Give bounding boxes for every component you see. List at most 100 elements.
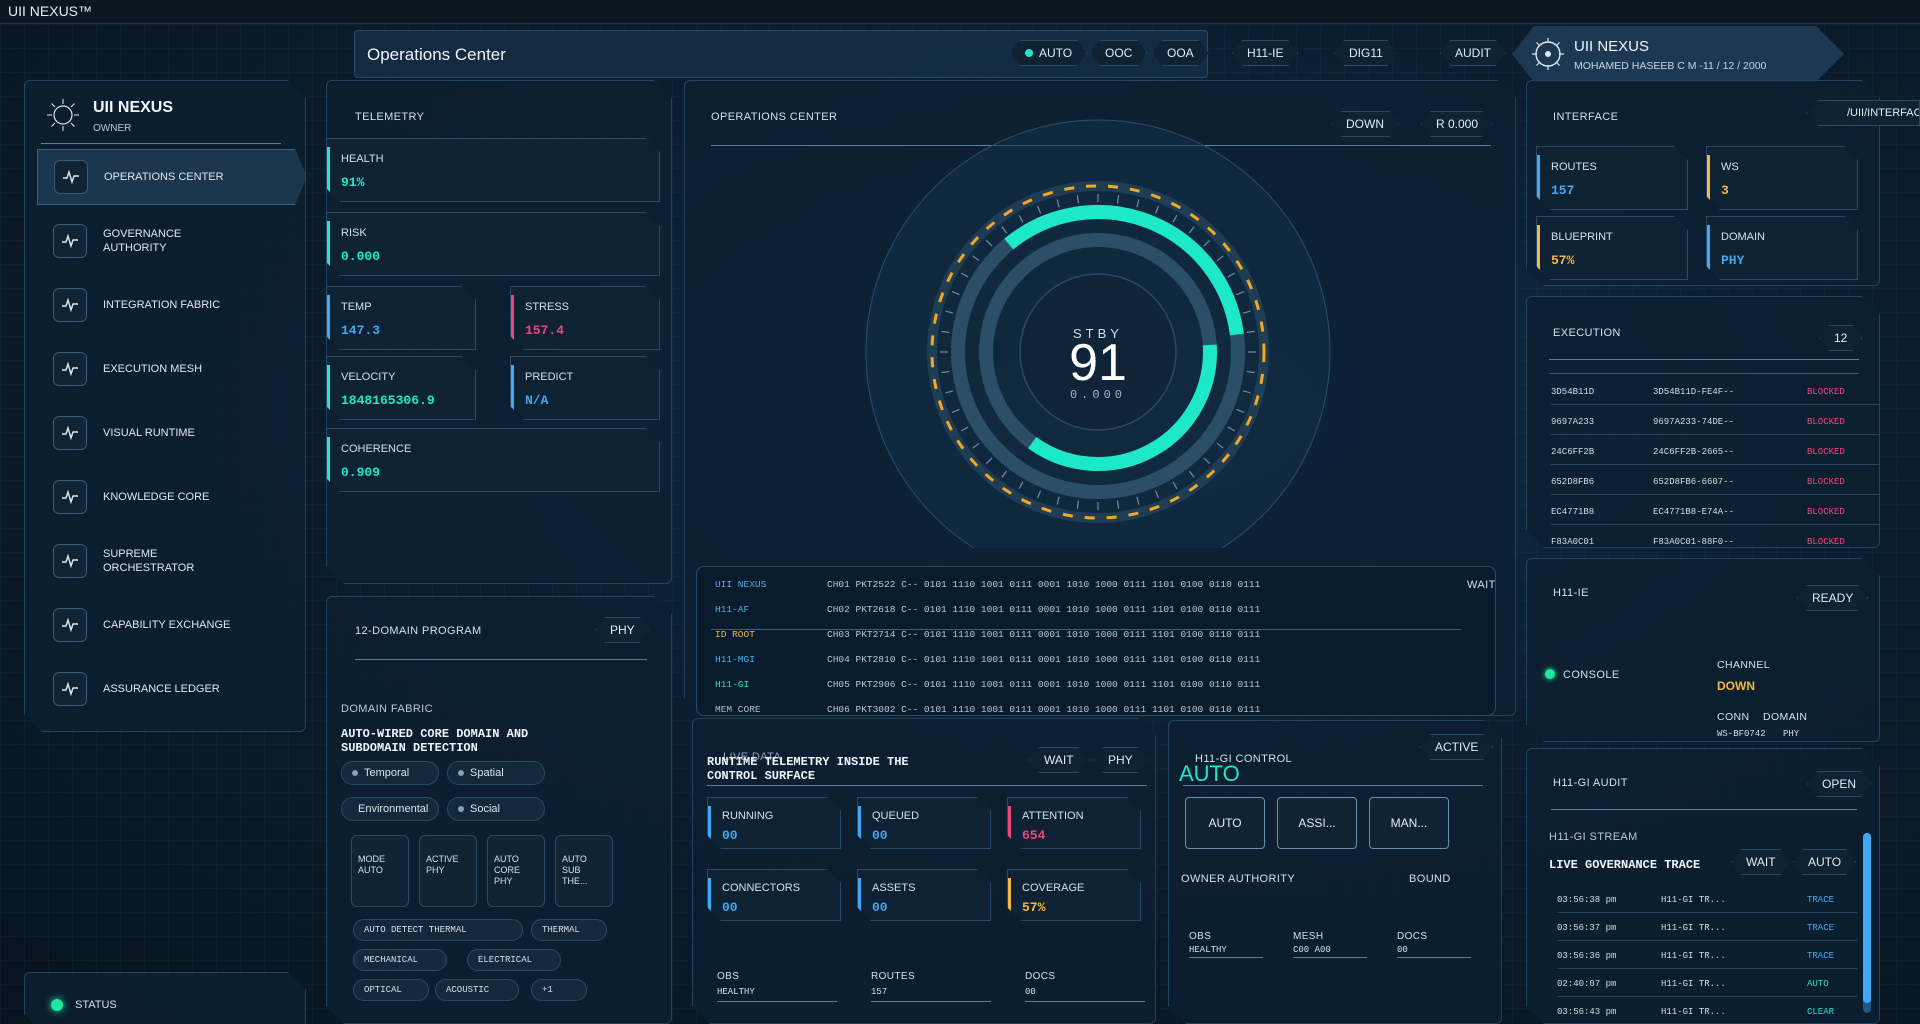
pill-ooa[interactable]: OOA (1152, 40, 1209, 66)
gauge-tick (945, 390, 954, 394)
velocity-card: VELOCITY 1848165306.9 (326, 356, 476, 420)
program-badge[interactable]: PHY (595, 617, 650, 643)
pill-ooc[interactable]: OOC (1090, 40, 1147, 66)
log-row: UII NEXUS CH01 PKT2522 C-- 0101 1110 1001… (715, 575, 1315, 597)
gauge-tick (951, 408, 960, 414)
execution-row[interactable]: EC4771B8 EC4771B8-E74A-- BLOCKED (1551, 501, 1881, 525)
sidebar-item-integration-fabric[interactable]: INTEGRATION FABRIC (37, 277, 307, 333)
status-dot-icon (1025, 49, 1033, 57)
mini-auto-sub[interactable]: AUTO SUB THE... (555, 835, 613, 907)
live-phy-button[interactable]: PHY (1093, 747, 1148, 773)
interface-domain-card: DOMAIN PHY (1706, 216, 1858, 280)
pill-audit[interactable]: AUDIT (1440, 40, 1506, 66)
status-panel: STATUS (24, 972, 306, 1024)
log-source: H11-AF (715, 604, 750, 615)
control-title: H11-GI CONTROL (1195, 753, 1293, 765)
sidebar-item-knowledge-core[interactable]: KNOWLEDGE CORE (37, 469, 307, 525)
pulse-icon (54, 160, 88, 194)
domain-program-panel: 12-DOMAIN PROGRAM PHY DOMAIN FABRIC AUTO… (326, 596, 672, 1024)
log-source: H11-MGI (715, 654, 755, 665)
gauge-tick (1001, 470, 1008, 478)
gauge-tick (951, 290, 960, 296)
mode-assist-button[interactable]: ASSI... (1277, 797, 1357, 849)
gauge-tick (1116, 500, 1120, 509)
tag-auto-detect[interactable]: AUTO DETECT THERMAL (353, 919, 523, 941)
control-active-button[interactable]: ACTIVE (1420, 734, 1493, 760)
execution-row[interactable]: 9697A233 9697A233-74DE-- BLOCKED (1551, 411, 1881, 435)
interface-path[interactable]: /UII/INTERFACE (1806, 100, 1920, 126)
tag-thermal[interactable]: THERMAL (531, 919, 607, 941)
sidebar-item-execution-mesh[interactable]: EXECUTION MESH (37, 341, 307, 397)
trace-auto-button[interactable]: AUTO (1793, 849, 1856, 875)
pill-auto[interactable]: AUTO (1010, 40, 1087, 66)
gauge-tick (1216, 442, 1224, 449)
gauge-sub: 0.000 (1070, 388, 1126, 402)
execution-row[interactable]: F83A0C01 F83A0C01-88F0-- BLOCKED (1551, 531, 1881, 555)
live-wait-button[interactable]: WAIT (1029, 747, 1089, 773)
mini-mode[interactable]: MODE AUTO (351, 835, 409, 907)
mini-active[interactable]: ACTIVE PHY (419, 835, 477, 907)
gauge-ticks (940, 194, 1256, 510)
audit-open-button[interactable]: OPEN (1807, 771, 1871, 797)
live-card-connectors: CONNECTORS 00 (707, 869, 841, 921)
gauge-tick (1018, 481, 1024, 490)
chip-social[interactable]: Social (447, 797, 545, 821)
mini-auto-core[interactable]: AUTO CORE PHY (487, 835, 545, 907)
live-kicker: LIVE DATA (723, 751, 782, 763)
trace-row[interactable]: 03:56:37 pm H11-GI TR... TRACE (1557, 917, 1857, 941)
control-mode: AUTO (1179, 761, 1240, 786)
pill-h11-ie[interactable]: H11-IE (1232, 40, 1298, 66)
mode-manual-button[interactable]: MAN... (1369, 797, 1449, 849)
control-panel: H11-GI CONTROL AUTO AUTO ASSI... MAN... … (1168, 720, 1502, 1024)
tag-optical[interactable]: OPTICAL (353, 979, 429, 1001)
state-button[interactable]: DOWN (1331, 111, 1399, 137)
tag-more[interactable]: +1 (531, 979, 587, 1001)
stress-card: STRESS 157.4 (510, 286, 660, 350)
sidebar-item-assurance-ledger[interactable]: ASSURANCE LEDGER (37, 661, 307, 717)
sidebar-item-supreme-orchestrator[interactable]: SUPREME ORCHESTRATOR (37, 533, 307, 589)
sidebar-item-capability-exchange[interactable]: CAPABILITY EXCHANGE (37, 597, 307, 653)
trace-scrollbar[interactable] (1863, 833, 1871, 1013)
tag-mechanical[interactable]: MECHANICAL (353, 949, 447, 971)
execution-count[interactable]: 12 (1819, 325, 1862, 351)
health-card: HEALTH 91% (326, 138, 660, 202)
execution-row[interactable]: 652D8FB6 652D8FB6-6607-- BLOCKED (1551, 471, 1881, 495)
execution-row[interactable]: 3D54B11D 3D54B11D-FE4F-- BLOCKED (1551, 381, 1881, 405)
sidebar-item-visual-runtime[interactable]: VISUAL RUNTIME (37, 405, 307, 461)
chip-environmental[interactable]: Environmental (341, 797, 439, 821)
console-label[interactable]: CONSOLE (1563, 669, 1620, 681)
domain-fabric-heading: AUTO-WIRED CORE DOMAIN AND SUBDOMAIN DET… (341, 727, 529, 755)
chip-temporal[interactable]: Temporal (341, 761, 439, 785)
channel-label: CHANNEL (1717, 659, 1770, 671)
h11ie-ready-button[interactable]: READY (1797, 585, 1868, 611)
ops-title: OPERATIONS CENTER (711, 111, 838, 123)
sidebar-item-operations-center[interactable]: OPERATIONS CENTER (37, 149, 307, 205)
gauge-tick (960, 272, 969, 278)
core-gauge: STBY 91 0.000 (865, 119, 1331, 548)
gauge-tick (1116, 195, 1120, 204)
packet-log: WAIT UII NEXUS CH01 PKT2522 C-- 0101 1110… (696, 566, 1496, 716)
trace-row[interactable]: 02:40:07 pm H11-GI TR... AUTO (1557, 973, 1857, 997)
sidebar-item-governance-authority[interactable]: GOVERNANCE AUTHORITY (37, 213, 307, 269)
gauge-tick (1227, 272, 1236, 278)
chip-spatial[interactable]: Spatial (447, 761, 545, 785)
pill-dig11[interactable]: DIG11 (1334, 40, 1398, 66)
rate-button[interactable]: R 0.000 (1421, 111, 1493, 137)
trace-wait-button[interactable]: WAIT (1731, 849, 1791, 875)
execution-row[interactable]: 24C6FF2B 24C6FF2B-2665-- BLOCKED (1551, 441, 1881, 465)
pulse-icon (53, 224, 87, 258)
gauge-tick (945, 310, 954, 314)
gauge-tick (1076, 500, 1080, 509)
trace-row[interactable]: 03:56:36 pm H11-GI TR... TRACE (1557, 945, 1857, 969)
h11ie-title: H11-IE (1553, 587, 1589, 599)
trace-row[interactable]: 03:56:43 pm H11-GI TR... CLEAR (1557, 1001, 1857, 1024)
tag-electrical[interactable]: ELECTRICAL (467, 949, 561, 971)
user-card[interactable]: UII NEXUS MOHAMED HASEEB C M -11 / 12 / … (1512, 26, 1844, 82)
gauge-marker (1093, 207, 1103, 217)
tag-acoustic[interactable]: ACOUSTIC (435, 979, 519, 1001)
gauge-value: 91 (1069, 334, 1127, 392)
trace-heading: LIVE GOVERNANCE TRACE (1549, 858, 1701, 872)
domain-fabric-label: DOMAIN FABRIC (341, 703, 433, 715)
trace-row[interactable]: 03:56:38 pm H11-GI TR... TRACE (1557, 889, 1857, 913)
mode-auto-button[interactable]: AUTO (1185, 797, 1265, 849)
